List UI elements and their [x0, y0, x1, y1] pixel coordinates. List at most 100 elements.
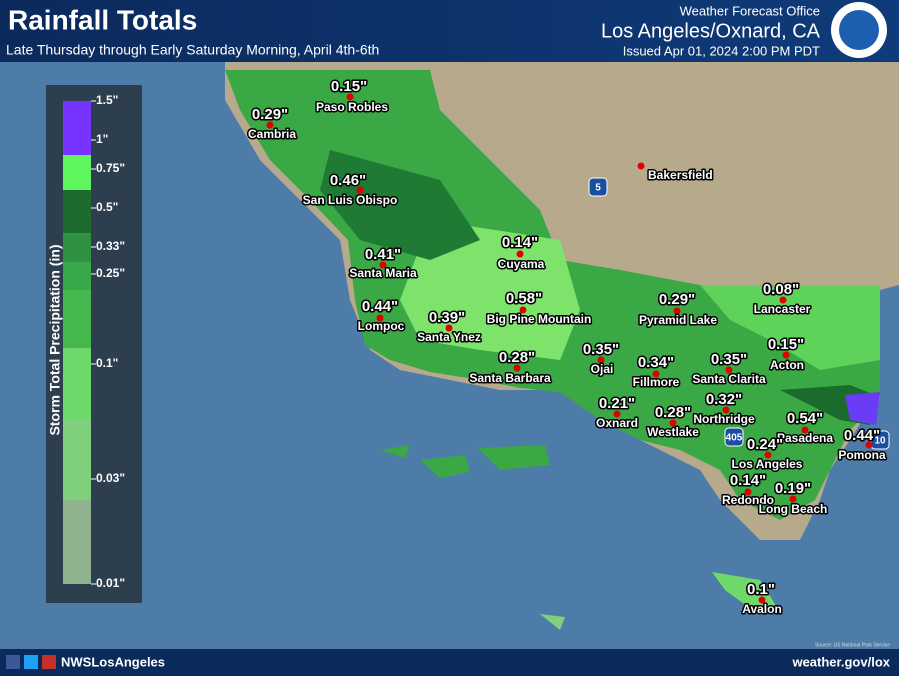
- city-dot: [637, 162, 645, 170]
- city-name: Avalon: [742, 602, 782, 616]
- rain-amount: 0.19": [775, 480, 811, 497]
- rain-amount: 0.44": [844, 427, 880, 444]
- rain-amount: 0.14": [730, 472, 766, 489]
- rain-area-light: [700, 285, 880, 370]
- city-name: Cuyama: [498, 257, 545, 271]
- island: [380, 445, 410, 458]
- title: Rainfall Totals: [8, 4, 197, 35]
- social-handle: NWSLosAngeles: [61, 654, 165, 669]
- city-name: Redondo: [722, 493, 774, 507]
- legend-tick-label: 0.01": [96, 576, 125, 590]
- city-dot: [445, 324, 453, 332]
- highway-label: 10: [874, 436, 886, 447]
- city-dot: [669, 419, 677, 427]
- rain-amount: 0.58": [506, 290, 542, 307]
- rain-amount: 0.29": [659, 291, 695, 308]
- rain-amount: 0.44": [362, 298, 398, 315]
- city-name: Cambria: [248, 127, 296, 141]
- city-name: Lancaster: [754, 302, 811, 316]
- city-dot: [513, 364, 521, 372]
- legend-tick-label: 1.5": [96, 93, 118, 107]
- legend-band: [63, 420, 91, 500]
- rain-amount: 0.15": [331, 78, 367, 95]
- rain-amount: 0.32": [706, 391, 742, 408]
- legend-title: Storm Total Precipitation (in): [47, 244, 63, 435]
- city-dot: [801, 426, 809, 434]
- rain-area-heavy: [320, 150, 480, 260]
- issued: Issued Apr 01, 2024 2:00 PM PDT: [623, 43, 820, 58]
- rain-area-max: [845, 392, 880, 425]
- city-name: Fillmore: [633, 375, 680, 389]
- city-dot: [779, 296, 787, 304]
- city-name: Oxnard: [596, 416, 638, 430]
- city-name: Big Pine Mountain: [487, 312, 592, 326]
- highway-shield: [588, 177, 608, 197]
- city-name: Santa Clarita: [692, 372, 766, 386]
- city-dot: [652, 370, 660, 378]
- city-dot: [722, 406, 730, 414]
- legend-tick-label: 0.33": [96, 239, 125, 253]
- city-dot: [673, 307, 681, 315]
- city-name: Pasadena: [777, 431, 833, 445]
- city-dot: [764, 451, 772, 459]
- legend-box: [46, 85, 142, 603]
- legend-tick-label: 0.1": [96, 356, 118, 370]
- city-dot: [782, 351, 790, 359]
- rain-amount: 0.54": [787, 410, 823, 427]
- legend-band: [63, 155, 91, 190]
- legend-tick-label: 0.75": [96, 161, 125, 175]
- rain-amount: 0.28": [499, 349, 535, 366]
- legend-band: [63, 262, 91, 290]
- city-dot: [356, 186, 364, 194]
- highway-shield: [724, 427, 744, 447]
- city-dot: [379, 261, 387, 269]
- city-name: Santa Barbara: [469, 371, 551, 385]
- highway-label: 5: [595, 183, 601, 194]
- city-name: Santa Ynez: [417, 330, 481, 344]
- legend-tick-label: 0.25": [96, 266, 125, 280]
- legend-tick-label: 0.03": [96, 471, 125, 485]
- island: [420, 455, 470, 478]
- rain-amount: 0.21": [599, 395, 635, 412]
- legend-bar: [63, 101, 91, 584]
- city-name: San Luis Obispo: [303, 193, 398, 207]
- city-name: Westlake: [647, 425, 699, 439]
- youtube-icon: [42, 655, 56, 669]
- twitter-icon: [24, 655, 38, 669]
- city-dot: [516, 250, 524, 258]
- island: [540, 614, 565, 630]
- website: weather.gov/lox: [791, 654, 890, 669]
- legend-tick-label: 1": [96, 132, 108, 146]
- legend-tick-label: 0.5": [96, 200, 118, 214]
- noaa-logo-inner: [839, 10, 879, 50]
- rain-amount: 0.41": [365, 246, 401, 263]
- city-name: Long Beach: [759, 502, 828, 516]
- city-dot: [519, 306, 527, 314]
- rain-area-light: [400, 220, 580, 360]
- rain-amount: 0.39": [429, 309, 465, 326]
- rain-amount: 0.46": [330, 172, 366, 189]
- highway-shield: [870, 430, 890, 450]
- city-dot: [725, 366, 733, 374]
- city-name: Pyramid Lake: [639, 313, 717, 327]
- city-name: Lompoc: [358, 319, 405, 333]
- city-name: Santa Maria: [349, 266, 417, 280]
- subtitle: Late Thursday through Early Saturday Mor…: [6, 42, 379, 58]
- city-dot: [744, 488, 752, 496]
- legend-band: [63, 233, 91, 262]
- city-name: Acton: [770, 358, 804, 372]
- city-dot: [613, 410, 621, 418]
- legend-band: [63, 290, 91, 348]
- highway-label: 405: [726, 433, 743, 444]
- rain-amount: 0.15": [768, 336, 804, 353]
- city-name: Paso Robles: [316, 100, 388, 114]
- rain-amount: 0.35": [583, 341, 619, 358]
- legend-band: [63, 101, 91, 155]
- city-name: Los Angeles: [732, 457, 803, 471]
- legend-band: [63, 190, 91, 233]
- city-dot: [758, 596, 766, 604]
- rain-amount: 0.34": [638, 354, 674, 371]
- city-dot: [865, 441, 873, 449]
- rain-amount: 0.14": [502, 234, 538, 251]
